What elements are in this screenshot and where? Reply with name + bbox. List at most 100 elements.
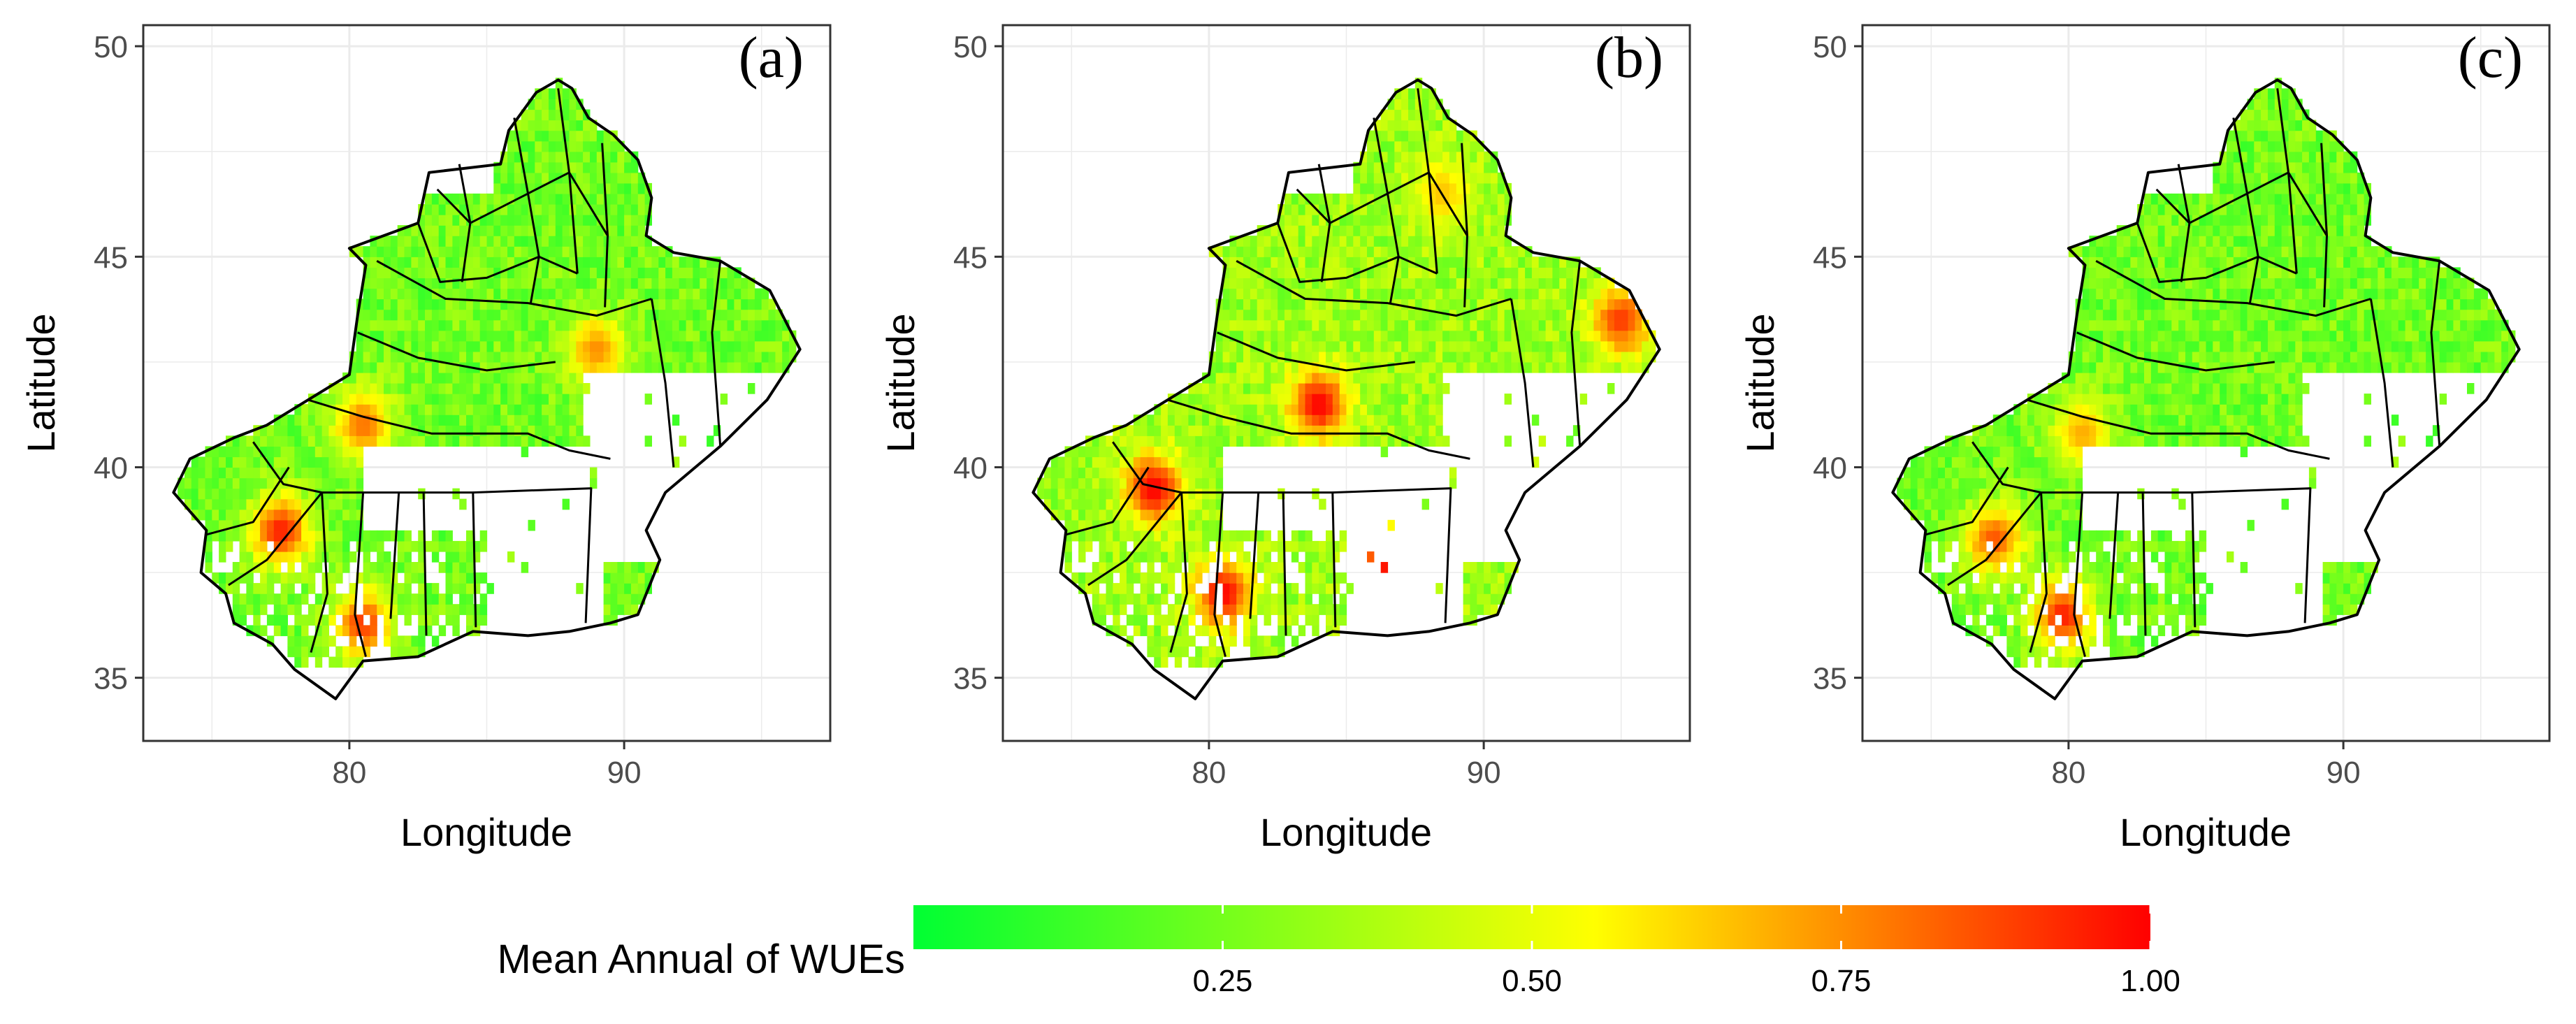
- raster-cell: [1353, 288, 1361, 300]
- raster-cell: [356, 446, 364, 458]
- raster-cell: [2157, 309, 2166, 321]
- raster-cell: [1456, 204, 1464, 215]
- raster-cell: [1208, 372, 1217, 384]
- raster-cell: [1484, 204, 1491, 215]
- raster-cell: [686, 277, 693, 289]
- raster-cell: [644, 562, 652, 573]
- raster-cell: [438, 414, 447, 426]
- raster-cell: [459, 562, 467, 573]
- raster-cell: [2157, 236, 2166, 247]
- raster-cell: [1477, 161, 1484, 173]
- raster-cell: [1360, 309, 1368, 321]
- raster-cell: [1236, 425, 1244, 436]
- raster-cell: [466, 593, 474, 605]
- raster-cell: [335, 477, 343, 489]
- raster-cell: [1373, 257, 1382, 268]
- raster-cell: [583, 151, 591, 163]
- raster-cell: [452, 319, 460, 331]
- raster-cell: [1285, 540, 1292, 552]
- raster-cell: [1401, 425, 1409, 436]
- raster-cell: [377, 435, 384, 447]
- raster-cell: [1126, 562, 1134, 573]
- raster-cell: [1085, 477, 1093, 489]
- raster-cell: [562, 340, 570, 352]
- raster-cell: [1353, 383, 1361, 394]
- raster-cell: [219, 477, 226, 489]
- raster-cell: [2116, 604, 2125, 615]
- raster-cell: [1291, 383, 1299, 394]
- raster-cell: [411, 257, 419, 268]
- raster-cell: [1470, 193, 1477, 205]
- raster-cell: [1278, 625, 1285, 637]
- raster-cell: [1319, 319, 1326, 331]
- raster-cell: [1607, 351, 1615, 363]
- raster-cell: [1463, 172, 1470, 184]
- raster-cell: [1504, 309, 1512, 321]
- raster-cell: [1525, 340, 1533, 352]
- raster-cell: [1979, 435, 1987, 447]
- raster-cell: [1181, 583, 1189, 594]
- raster-cell: [356, 372, 364, 384]
- raster-cell: [1917, 509, 1925, 521]
- raster-cell: [1264, 394, 1271, 405]
- raster-cell: [2164, 351, 2172, 363]
- raster-cell: [1099, 477, 1106, 489]
- raster-cell: [1408, 215, 1416, 226]
- raster-cell: [1222, 394, 1230, 405]
- raster-cell: [1972, 446, 1980, 458]
- raster-cell: [425, 236, 433, 247]
- raster-cell: [363, 383, 370, 394]
- raster-cell: [1291, 277, 1299, 289]
- raster-cell: [370, 330, 377, 342]
- raster-cell: [390, 267, 398, 279]
- raster-cell: [672, 414, 680, 426]
- raster-cell: [1614, 309, 1622, 321]
- raster-cell: [576, 172, 584, 184]
- raster-cell: [431, 361, 440, 373]
- raster-cell: [384, 614, 391, 626]
- raster-cell: [1257, 404, 1265, 415]
- raster-cell: [1414, 309, 1423, 321]
- raster-cell: [370, 372, 377, 384]
- raster-cell: [212, 530, 219, 542]
- raster-cell: [294, 540, 302, 552]
- raster-cell: [1291, 551, 1299, 563]
- raster-cell: [370, 394, 377, 405]
- raster-cell: [1264, 236, 1271, 247]
- raster-cell: [1360, 257, 1368, 268]
- raster-cell: [314, 456, 323, 468]
- raster-cell: [569, 309, 577, 321]
- raster-cell: [1215, 330, 1224, 342]
- raster-cell: [1965, 604, 1973, 615]
- raster-cell: [1449, 182, 1457, 194]
- raster-cell: [425, 625, 433, 637]
- raster-cell: [2150, 309, 2159, 321]
- raster-cell: [493, 161, 501, 173]
- raster-cell: [1373, 182, 1382, 194]
- raster-cell: [1449, 319, 1457, 331]
- raster-cell: [562, 309, 570, 321]
- raster-cell: [1181, 414, 1189, 426]
- raster-cell: [1463, 572, 1470, 584]
- raster-cell: [2089, 635, 2097, 647]
- raster-cell: [665, 298, 673, 310]
- raster-cell: [1305, 298, 1312, 310]
- raster-cell: [1572, 425, 1581, 436]
- raster-cell: [1120, 477, 1127, 489]
- raster-cell: [576, 225, 584, 236]
- raster-cell: [1319, 604, 1326, 615]
- raster-cell: [2068, 361, 2076, 373]
- raster-cell: [1188, 383, 1196, 394]
- raster-cell: [521, 225, 529, 236]
- raster-cell: [404, 257, 412, 268]
- raster-cell: [431, 635, 440, 647]
- raster-cell: [287, 572, 295, 584]
- raster-cell: [1380, 446, 1389, 458]
- raster-cell: [2020, 446, 2028, 458]
- raster-cell: [1408, 309, 1416, 321]
- raster-cell: [1414, 225, 1423, 236]
- raster-cell: [2041, 646, 2048, 658]
- raster-cell: [472, 372, 481, 384]
- raster-cell: [2013, 446, 2021, 458]
- raster-cell: [1339, 351, 1347, 363]
